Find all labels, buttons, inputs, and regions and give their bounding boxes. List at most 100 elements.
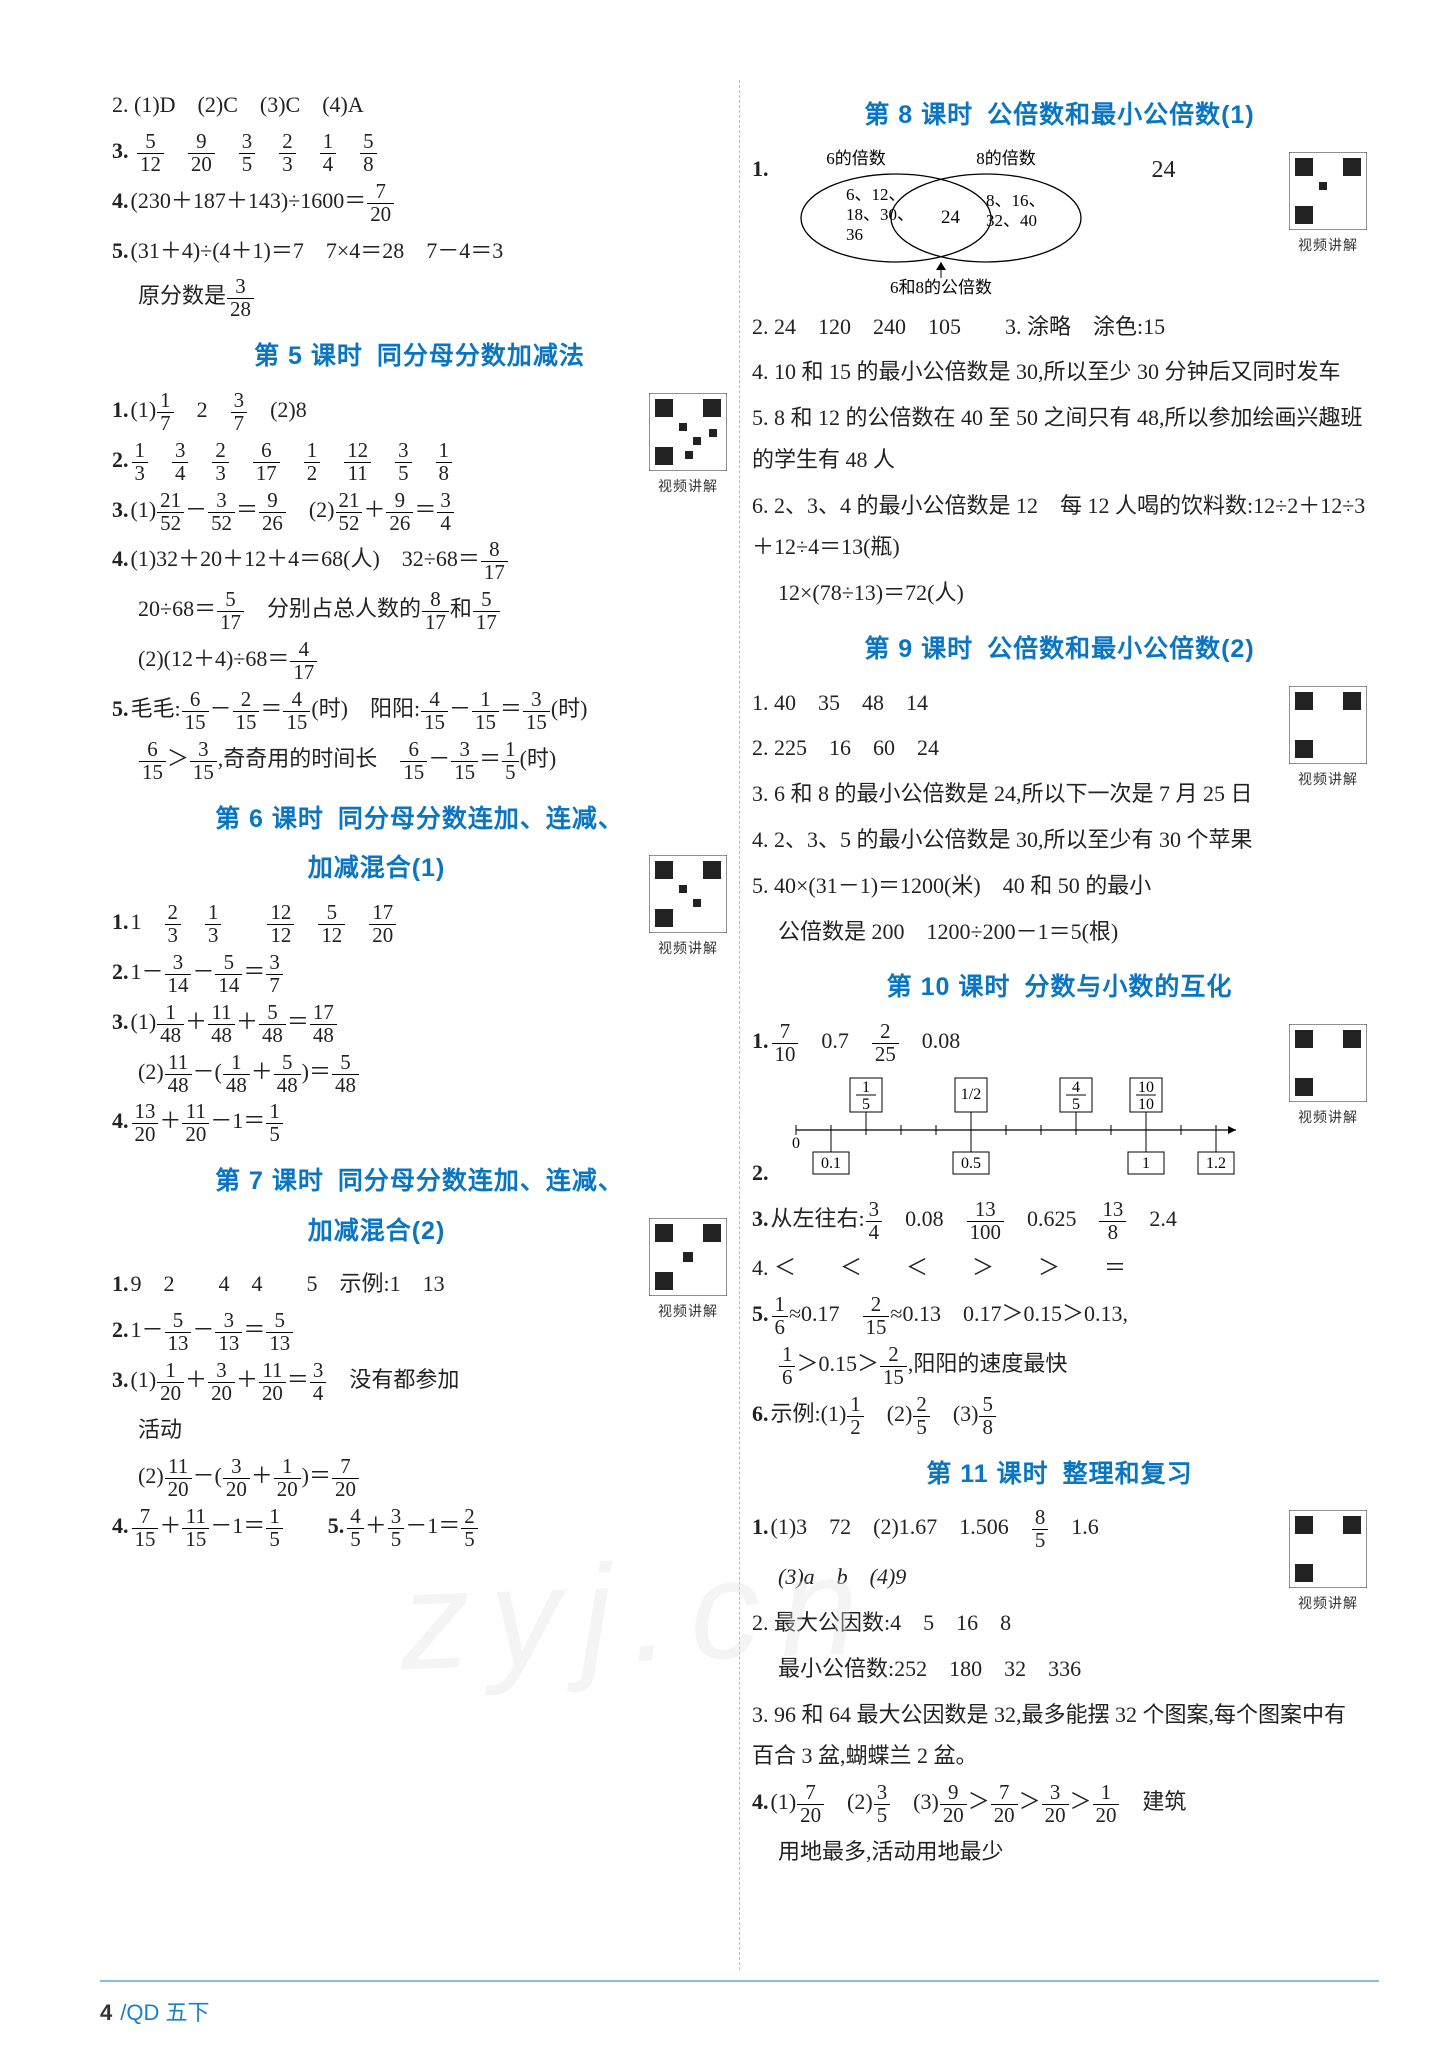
answer-line: 2. 225 16 60 24 [752, 727, 1367, 769]
fraction: 34 [172, 440, 188, 485]
text: (2) [825, 1789, 873, 1814]
text: 0.08 [900, 1028, 961, 1053]
text [346, 909, 368, 934]
text: (时) [520, 746, 557, 771]
fraction: 720 [991, 1782, 1018, 1827]
fraction: 1120 [182, 1101, 209, 1146]
fraction: 35 [874, 1782, 890, 1827]
fraction: 1115 [182, 1506, 209, 1551]
text: (2) [287, 497, 335, 522]
text: (1)32＋20＋12＋4＝68(人) 32÷68＝ [131, 546, 480, 571]
fraction: 2152 [336, 490, 363, 535]
fraction: 58 [979, 1394, 995, 1439]
question-num: 2. [112, 1317, 129, 1342]
text: ＋ [159, 1513, 181, 1538]
content-columns: 2. (1)D (2)C (3)C (4)A 3. 51292035231458… [100, 80, 1379, 1970]
qr-icon [1289, 152, 1367, 230]
answer-line: 6.示例:(1)12 (2)25 (3)58 [752, 1393, 1367, 1439]
fraction: 16 [772, 1294, 788, 1339]
answer-line: 用地最多,活动用地最少 [752, 1831, 1367, 1873]
fraction: 120 [157, 1360, 184, 1405]
text: 0.08 [883, 1206, 966, 1231]
footer-suffix: /QD 五下 [120, 2000, 209, 2025]
answer-line: 6. 2、3、4 的最小公倍数是 12 每 12 人喝的饮料数:12÷2＋12÷… [752, 485, 1367, 569]
fraction: 225 [872, 1021, 899, 1066]
text: ＞0.15＞ [796, 1351, 879, 1376]
fraction: 120 [274, 1456, 301, 1501]
page-divider [100, 1980, 1379, 1982]
fraction: 417 [290, 639, 317, 684]
fraction: 34 [310, 1360, 326, 1405]
column-left: 2. (1)D (2)C (3)C (4)A 3. 51292035231458… [100, 80, 740, 1970]
question-num: 2. [752, 1160, 769, 1185]
fraction: 1320 [132, 1101, 159, 1146]
fraction: 926 [386, 490, 413, 535]
fraction: 352 [208, 490, 235, 535]
fraction: 320 [223, 1456, 250, 1501]
svg-text:4: 4 [1072, 1079, 1080, 1096]
text: ＋ [236, 1367, 258, 1392]
answer-line: (2)1148－(148＋548)＝548 [112, 1051, 727, 1097]
answer-line: 最小公倍数:252 180 32 336 [752, 1648, 1367, 1690]
text: ＞ [167, 746, 189, 771]
question-num: 1. [752, 1028, 769, 1053]
fraction: 23 [212, 440, 228, 485]
fraction: 15 [266, 1101, 282, 1146]
question-num: 3. [752, 1206, 769, 1231]
fraction: 315 [451, 739, 478, 784]
answer-line: 12×(78÷13)＝72(人) [752, 572, 1367, 614]
text: 1－ [131, 959, 164, 984]
fraction: 18 [436, 440, 452, 485]
answer-line: 2. (1)D (2)C (3)C (4)A [112, 84, 727, 126]
svg-text:1.2: 1.2 [1206, 1155, 1226, 1172]
qr-icon [649, 1218, 727, 1296]
text: ＋ [185, 1367, 207, 1392]
column-right: 第 8 课时公倍数和最小公倍数(1) 1. 6的倍数 8的倍数 6、12、18、… [740, 80, 1379, 1970]
fraction: 2152 [157, 490, 184, 535]
answer-line: 1. 40 35 48 14 [752, 682, 1367, 724]
qr-icon [1289, 1510, 1367, 1588]
text: (3) [931, 1401, 979, 1426]
fraction: 14 [320, 131, 336, 176]
fraction: 1120 [165, 1456, 192, 1501]
text: ＞ [1019, 1789, 1041, 1814]
text: (1) [131, 397, 157, 422]
svg-text:8、16、: 8、16、 [986, 191, 1046, 210]
answer-line: 4.(1)720 (2)35 (3)920＞720＞320＞120 建筑 [752, 1781, 1367, 1827]
fraction: 715 [132, 1506, 159, 1551]
fraction: 328 [227, 276, 254, 321]
fraction: 415 [283, 689, 310, 734]
svg-text:1/2: 1/2 [961, 1086, 981, 1103]
fraction: 517 [217, 589, 244, 634]
text: ＝ [236, 497, 258, 522]
section-heading-8: 第 8 课时公倍数和最小公倍数(1) [752, 92, 1367, 140]
answer-line: 2. 最大公因数:4 5 16 8 [752, 1602, 1367, 1644]
fraction: 13 [205, 902, 221, 947]
qr-icon [1289, 686, 1367, 764]
fraction: 926 [259, 490, 286, 535]
svg-text:1: 1 [1142, 1155, 1150, 1172]
section-heading-7: 第 7 课时同分母分数连加、连减、 [112, 1158, 727, 1206]
answer-line: (2)1120－(320＋120)＝720 [112, 1455, 727, 1501]
fraction: 920 [188, 131, 215, 176]
fraction: 720 [367, 181, 394, 226]
fraction: 548 [332, 1052, 359, 1097]
section-heading-6b: 加减混合(1) [112, 845, 727, 893]
fraction: 615 [400, 739, 427, 784]
qr-icon [649, 393, 727, 471]
text: (3)a b (4)9 [778, 1564, 906, 1589]
text: ＝ [243, 1317, 265, 1342]
fraction: 120 [1093, 1782, 1120, 1827]
question-num: 3. [112, 497, 129, 522]
text: (2)8 [248, 397, 307, 422]
fraction: 1148 [165, 1052, 192, 1097]
svg-text:10: 10 [1138, 1096, 1154, 1113]
answer-line: 5.16≈0.17 215≈0.13 0.17＞0.15＞0.13, [752, 1293, 1367, 1339]
svg-text:0.1: 0.1 [821, 1155, 841, 1172]
question-num: 2. [112, 447, 129, 472]
text: 和 [450, 596, 472, 621]
fraction: 13 [132, 440, 148, 485]
fraction: 215 [880, 1344, 907, 1389]
text: ＋ [236, 1009, 258, 1034]
fraction: 513 [165, 1310, 192, 1355]
